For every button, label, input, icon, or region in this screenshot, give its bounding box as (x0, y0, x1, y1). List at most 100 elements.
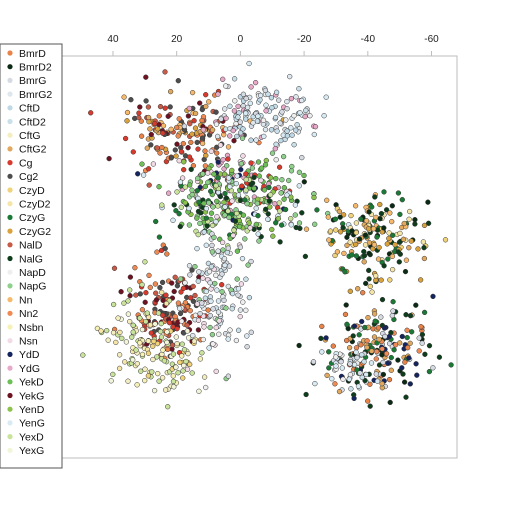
data-point (130, 329, 136, 335)
x-tick-label: -20 (297, 34, 312, 45)
data-point (288, 222, 294, 228)
data-point (243, 187, 249, 193)
data-point (278, 190, 284, 196)
data-point (388, 354, 394, 361)
data-point (151, 387, 158, 394)
data-point (195, 278, 201, 284)
data-point (223, 126, 229, 132)
data-point (146, 272, 152, 279)
data-point (380, 371, 387, 378)
data-point (157, 284, 163, 291)
data-point (157, 150, 163, 156)
data-point (234, 133, 240, 140)
legend-label: YdD (19, 349, 40, 361)
data-point (179, 341, 185, 347)
legend-label: CzyD2 (19, 199, 51, 211)
data-point (207, 312, 213, 319)
data-point (346, 376, 352, 382)
data-point (303, 226, 310, 232)
data-point (88, 110, 94, 116)
data-point (194, 139, 200, 146)
data-point (188, 139, 194, 146)
data-point (208, 210, 215, 216)
data-point (384, 241, 390, 247)
data-point (229, 167, 235, 174)
x-tick-label: -40 (361, 34, 376, 45)
legend-marker (7, 420, 13, 426)
data-point (137, 104, 143, 110)
data-point (250, 120, 256, 126)
legend-label: BmrG (19, 75, 46, 87)
data-point (127, 274, 134, 280)
data-point (137, 340, 143, 346)
data-point (144, 145, 150, 151)
data-point (355, 286, 361, 292)
data-point (129, 334, 135, 340)
data-point (214, 214, 220, 220)
data-point (187, 295, 194, 301)
data-point (266, 184, 272, 191)
data-point (187, 361, 193, 368)
data-point (265, 91, 271, 97)
data-point (209, 222, 216, 229)
data-point (421, 255, 428, 262)
legend-marker (7, 214, 13, 220)
data-point (179, 318, 185, 324)
data-point (293, 224, 299, 231)
data-point (296, 169, 303, 175)
data-point (262, 126, 269, 133)
data-point (389, 203, 395, 209)
data-point (303, 107, 309, 114)
data-point (337, 214, 343, 220)
data-point (153, 297, 160, 303)
data-point (184, 328, 191, 334)
data-point (177, 310, 184, 317)
data-point (229, 290, 236, 297)
data-point (199, 117, 205, 124)
data-point (297, 110, 303, 116)
legend-label: Cg2 (19, 171, 38, 183)
data-point (243, 116, 249, 122)
data-point (127, 318, 133, 325)
data-point (235, 114, 241, 120)
data-point (247, 100, 253, 106)
data-point (400, 371, 406, 377)
legend-label: YekD (19, 377, 44, 389)
data-point (373, 277, 379, 283)
data-point (359, 374, 365, 381)
data-point (191, 118, 197, 124)
data-point (230, 232, 236, 239)
data-point (191, 338, 197, 344)
data-point (164, 251, 170, 257)
data-point (371, 334, 378, 340)
data-point (187, 272, 193, 278)
data-point (240, 91, 247, 97)
legend-marker (7, 160, 13, 166)
data-point (231, 108, 238, 114)
data-point (197, 220, 203, 227)
data-point (343, 337, 350, 344)
data-point (197, 310, 203, 317)
data-point (253, 205, 259, 211)
data-point (197, 100, 203, 106)
data-point (344, 242, 350, 249)
data-point (269, 105, 275, 111)
data-point (162, 245, 168, 252)
data-point (253, 221, 259, 228)
data-point (180, 375, 186, 381)
data-point (385, 256, 391, 262)
data-point (372, 318, 378, 324)
legend-label: CftG (19, 130, 41, 142)
data-point (219, 289, 225, 295)
data-point (208, 148, 214, 154)
data-point (248, 181, 254, 188)
data-point (263, 206, 269, 212)
data-point (136, 110, 142, 116)
data-point (284, 98, 290, 105)
data-point (413, 361, 419, 367)
legend-label: CzyD (19, 185, 45, 197)
data-point (314, 207, 320, 213)
legend-marker (7, 64, 13, 70)
data-point (408, 238, 414, 244)
